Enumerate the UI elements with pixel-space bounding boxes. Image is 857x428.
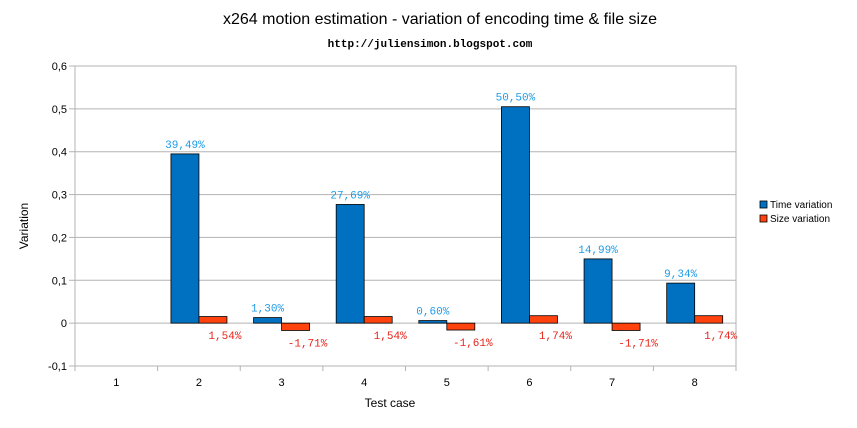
- data-label-time-variation: 27,69%: [330, 190, 370, 202]
- y-tick-label: 0,4: [52, 147, 67, 159]
- legend-swatch-time-variation: [759, 200, 768, 209]
- legend-label-time-variation: Time variation: [770, 200, 832, 211]
- legend-swatch-size-variation: [759, 214, 768, 223]
- data-label-size-variation: 1,54%: [374, 331, 407, 343]
- data-labels: 39,49% 1,30% 27,69% 0,60% 50,50% 14,99% 9,34% 1…: [165, 93, 737, 351]
- data-label-time-variation: 9,34%: [664, 269, 697, 281]
- bar-time-variation: [335, 204, 365, 324]
- bar-time-variation: [418, 320, 448, 324]
- bar-size-variation: [694, 315, 724, 324]
- data-label-time-variation: 0,60%: [416, 307, 449, 319]
- x-tick-label: 6: [526, 377, 532, 389]
- bar-time-variation: [583, 258, 613, 324]
- bar-time-variation: [253, 317, 282, 324]
- bar-time-variation: [170, 153, 200, 324]
- data-label-size-variation: -1,61%: [453, 338, 493, 350]
- bar-time-variation: [501, 106, 530, 324]
- bar-size-variation: [611, 322, 641, 331]
- data-label-size-variation: 1,74%: [539, 331, 572, 343]
- x-tick-label: 4: [361, 377, 367, 389]
- x-tick-label: 5: [444, 377, 450, 389]
- y-tick-label: 0: [61, 318, 67, 330]
- bar-size-variation: [529, 315, 558, 324]
- y-tick-label: 0,6: [52, 61, 67, 73]
- data-label-size-variation: 1,74%: [704, 331, 737, 343]
- bars: [170, 106, 724, 331]
- y-tick-label: -0,1: [48, 361, 67, 373]
- bar-size-variation: [198, 316, 228, 324]
- y-tick-label: 0,5: [52, 104, 67, 116]
- x-tick-label: 1: [113, 377, 119, 389]
- legend-label-size-variation: Size variation: [770, 214, 830, 225]
- x-axis-ticks: 1 2 3 4 5 6 7 8: [74, 366, 737, 389]
- y-tick-label: 0,2: [52, 232, 67, 244]
- plot-frame: [74, 65, 737, 367]
- data-label-time-variation: 50,50%: [496, 93, 536, 105]
- data-label-time-variation: 1,30%: [251, 304, 284, 316]
- x-tick-label: 2: [196, 377, 202, 389]
- y-tick-label: 0,1: [52, 275, 67, 287]
- data-label-time-variation: 14,99%: [578, 245, 618, 257]
- data-label-size-variation: -1,71%: [288, 338, 328, 350]
- bar-size-variation: [363, 316, 393, 324]
- x-tick-label: 7: [609, 377, 615, 389]
- chart-title: x264 motion estimation - variation of en…: [223, 11, 657, 28]
- x-tick-label: 8: [692, 377, 698, 389]
- chart-subtitle: http://juliensimon.blogspot.com: [328, 39, 533, 51]
- bar-size-variation: [281, 322, 310, 331]
- bar-time-variation: [666, 282, 696, 324]
- y-tick-label: 0,3: [52, 190, 67, 202]
- data-label-time-variation: 39,49%: [165, 140, 205, 152]
- data-label-size-variation: -1,71%: [618, 338, 658, 350]
- x-axis-label: Test case: [365, 396, 416, 410]
- legend: Time variation Size variation: [759, 200, 832, 225]
- y-axis-label: Variation: [17, 203, 31, 249]
- data-label-size-variation: 1,54%: [208, 331, 241, 343]
- x-tick-label: 3: [279, 377, 285, 389]
- y-axis-ticks: -0,1 0 0,1 0,2 0,3 0,4 0,5 0,6: [48, 61, 75, 373]
- bar-size-variation: [446, 322, 476, 331]
